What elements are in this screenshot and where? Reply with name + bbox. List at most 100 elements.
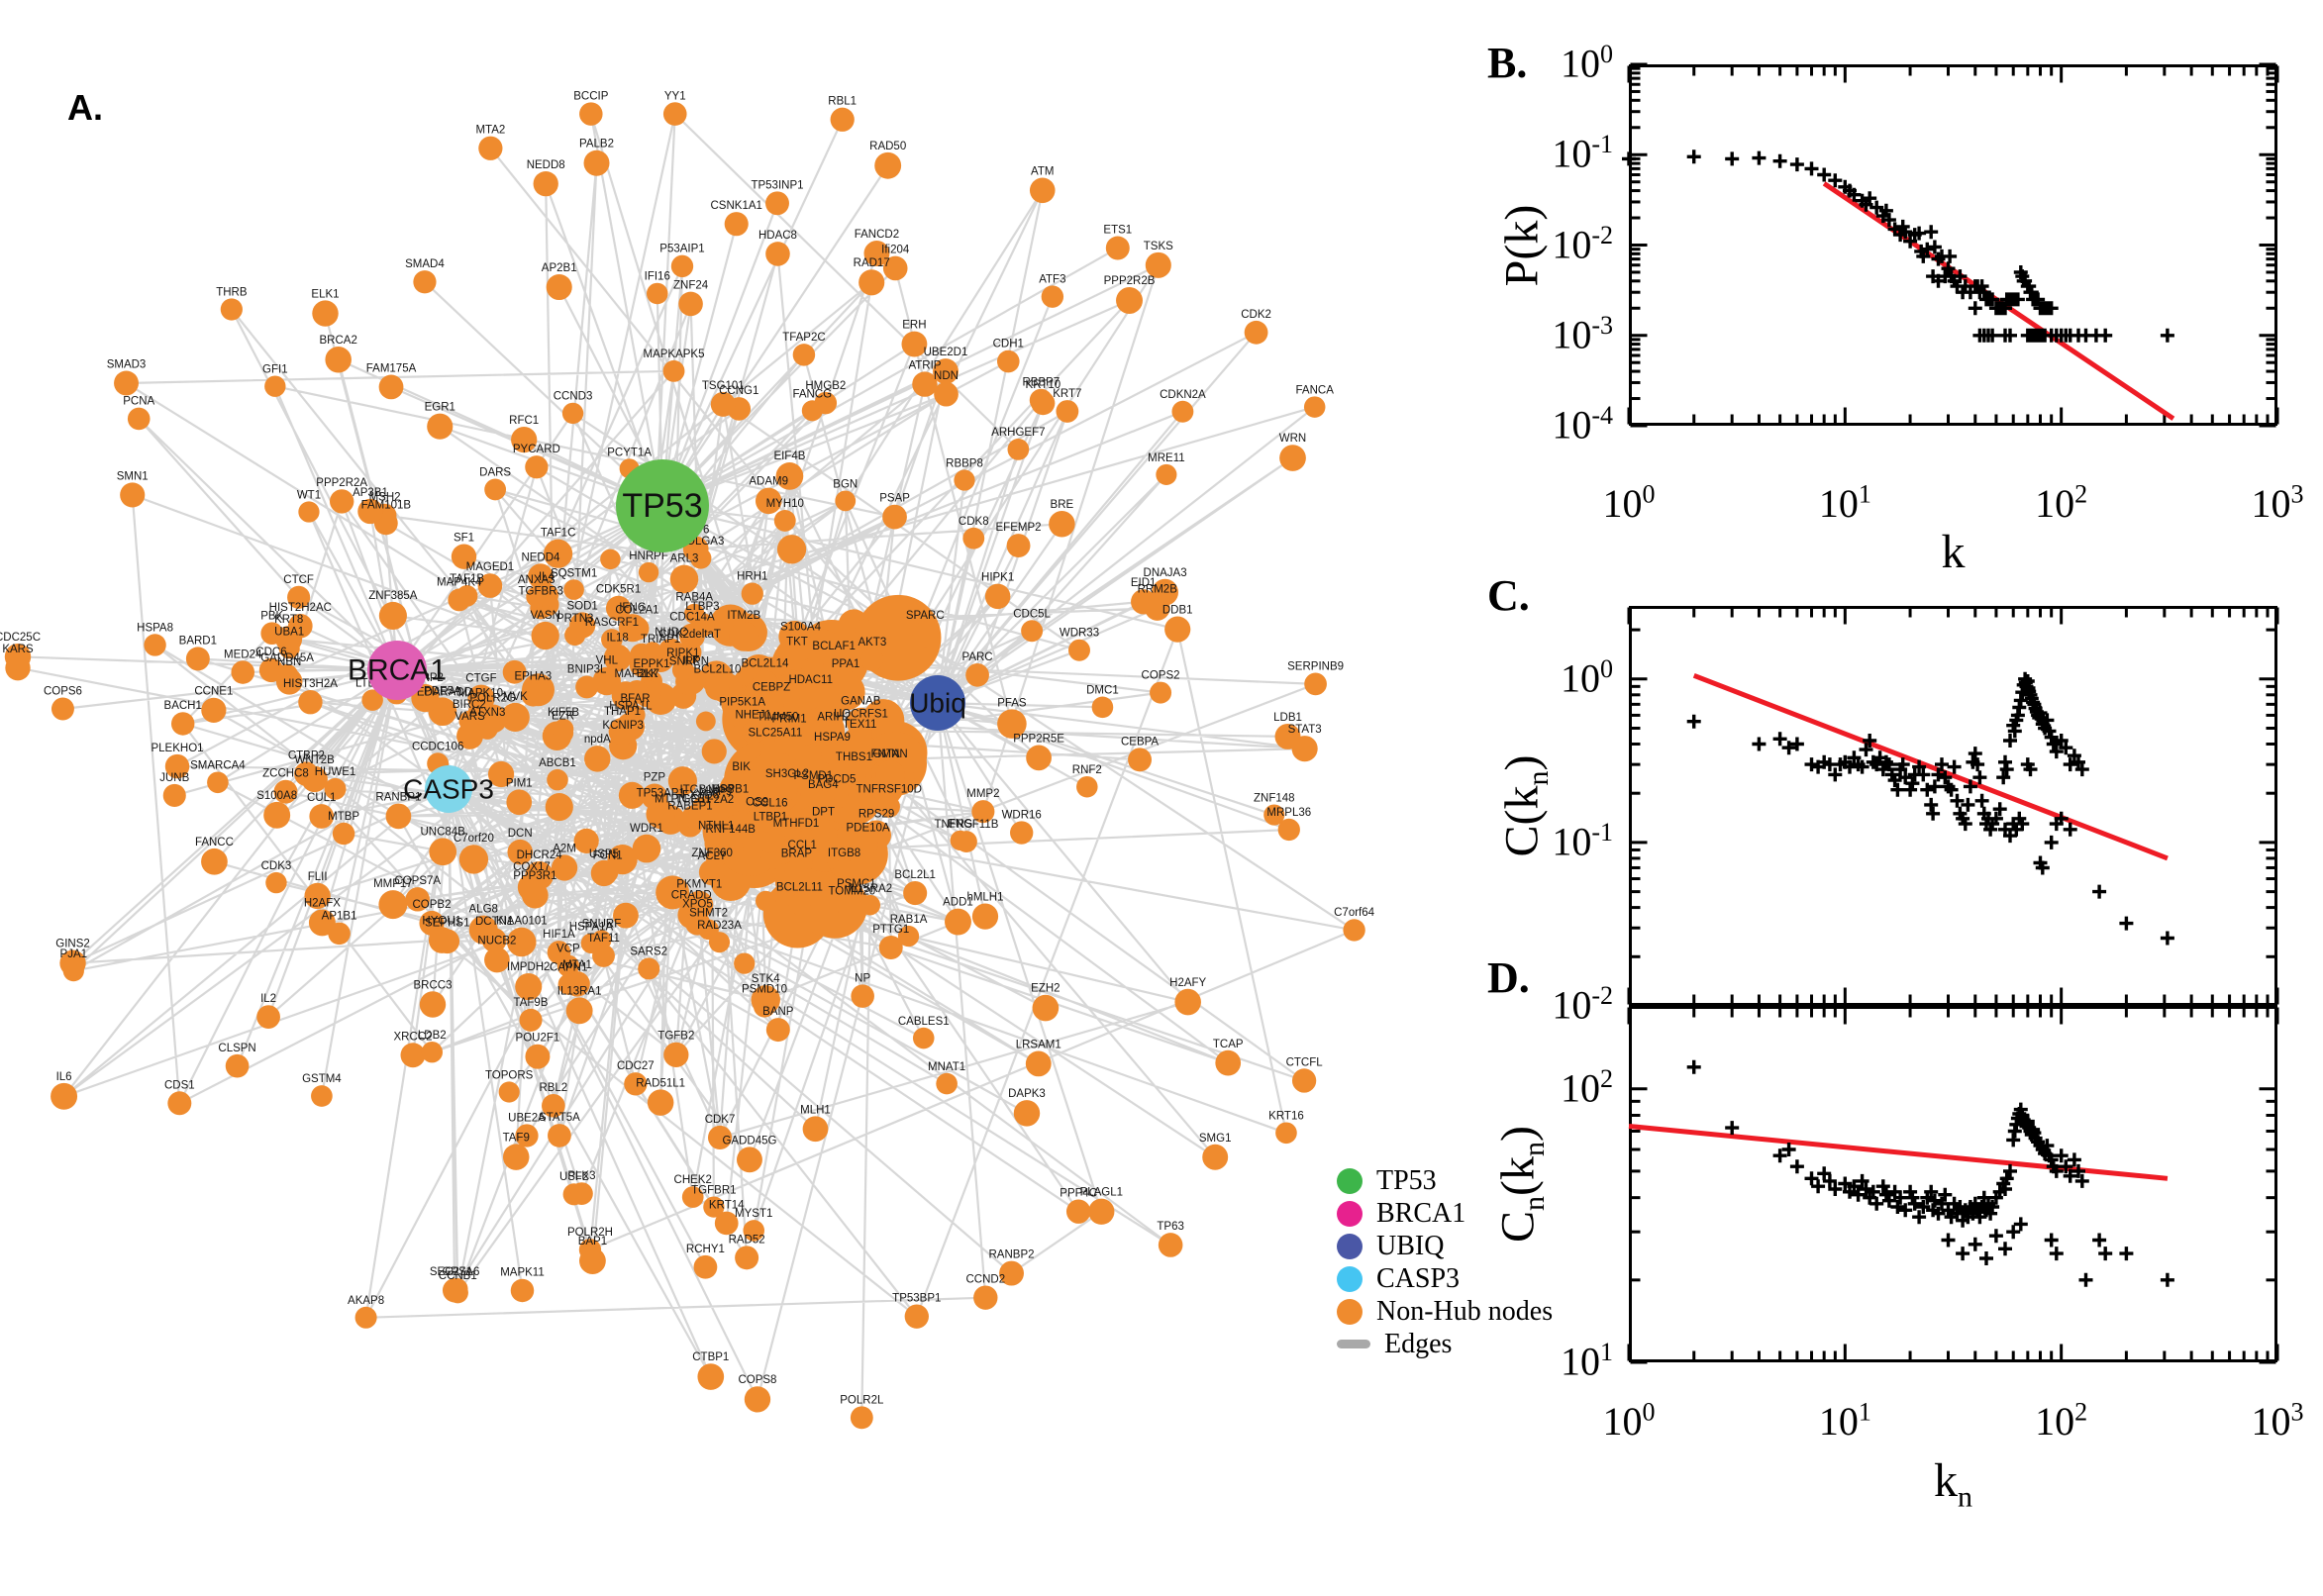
network-node [811, 818, 836, 842]
network-node [332, 822, 355, 846]
gene-label: LDB1 [1273, 712, 1302, 724]
gene-label: BCL2L1 [894, 869, 936, 881]
gene-label: NBN [277, 656, 301, 668]
gene-label: AP2B1 [542, 262, 577, 274]
network-node [962, 527, 985, 549]
network-node [287, 585, 311, 609]
plot-b-canvas [1622, 62, 2279, 428]
gene-label: BAP1 [578, 1236, 607, 1247]
gene-label: TAF9 [503, 1132, 530, 1144]
gene-label: MAP2K7 [615, 668, 659, 680]
gene-label: SOD1 [566, 600, 597, 612]
gene-label: CCL16 [753, 797, 788, 809]
network-node [1031, 391, 1056, 416]
panel-d-label: D. [1487, 953, 1530, 1002]
gene-label: ALG8 [469, 904, 498, 916]
network-node [971, 800, 995, 824]
gene-label: EZR [552, 711, 574, 723]
network-node [468, 915, 498, 945]
network-node [755, 487, 782, 515]
plot-border [1629, 64, 2277, 426]
gene-label: WRN [1279, 433, 1306, 445]
gene-label: PRTN3 [556, 613, 594, 625]
network-node [552, 722, 574, 744]
gene-label: RIPK1 [666, 648, 699, 659]
hub-node-tp53 [616, 459, 709, 552]
network-node [690, 548, 712, 569]
gene-label: SMARCA4 [190, 759, 246, 771]
network-node [775, 462, 804, 490]
network-node [258, 657, 284, 683]
gene-label: KRT10 [1026, 379, 1061, 391]
legend-item-ubiq: UBIQ [1337, 1230, 1553, 1262]
network-node [729, 621, 759, 651]
network-node [378, 890, 408, 920]
network-node [657, 638, 684, 665]
network-node [741, 582, 763, 605]
network-node [663, 1042, 689, 1068]
gene-label: ACLY [698, 850, 728, 862]
network-node [833, 669, 859, 696]
gene-label: XPO5 [682, 898, 713, 910]
hub-label-tp53: TP53 [622, 487, 702, 525]
gene-label: RNF2 [1072, 764, 1102, 776]
network-node [506, 789, 533, 816]
network-node [309, 804, 335, 829]
gene-label: C7orf64 [1334, 907, 1375, 919]
gene-label: TGFB2 [657, 1031, 694, 1043]
gene-label: GANAB [841, 696, 881, 708]
network-node [1056, 400, 1079, 423]
gene-label: MYST1 [735, 1208, 772, 1220]
gene-label: ITGB1BP3 [679, 784, 734, 796]
gene-label: ITGB8 [828, 848, 860, 859]
y-tick-label: 10-4 [1552, 401, 1613, 448]
gene-label: PSMD1 [793, 770, 833, 782]
gene-label: EPHA3 [514, 671, 552, 683]
network-node [114, 370, 139, 396]
network-node [201, 697, 227, 723]
hub-label-ubiq: Ubiq [909, 688, 966, 719]
gene-label: RAD50 [869, 141, 906, 152]
network-node [451, 544, 477, 569]
network-node [563, 579, 584, 600]
gene-label: TGFBR1 [691, 1184, 736, 1196]
gene-label: HNRPF [629, 550, 668, 562]
gene-label: HIST3H2A [283, 678, 338, 690]
gene-label: TCAP [1213, 1039, 1244, 1050]
gene-label: ARIH2 [817, 712, 851, 724]
gene-label: IL18 [606, 633, 628, 645]
network-node [1291, 1068, 1317, 1093]
gene-label: MAPK11 [500, 1267, 545, 1279]
gene-label: FANCA [1296, 384, 1335, 396]
gene-label: MNAT1 [928, 1061, 965, 1073]
network-node [515, 1124, 539, 1147]
legend-label: UBIQ [1376, 1230, 1445, 1261]
gene-label: MLH1 [800, 1104, 831, 1116]
gene-label: DMC1 [1086, 685, 1119, 697]
gene-label: EDARADD [417, 687, 472, 699]
gene-label: BCL2L10 [693, 664, 741, 676]
gene-label: WDR33 [1060, 628, 1099, 640]
gene-label: CDK8 [959, 516, 989, 528]
gene-label: CCND2 [965, 1273, 1005, 1285]
network-node [605, 595, 632, 621]
network-node [548, 1124, 571, 1147]
gene-label: RAD23A [697, 920, 742, 932]
gene-label: BIK [732, 761, 751, 773]
gene-label: CCNE1 [194, 686, 233, 698]
gene-label: S100A4 [780, 621, 822, 633]
gene-label: A2M [553, 843, 576, 854]
gene-label: FLII [308, 871, 328, 883]
y-tick-label: 10-3 [1552, 310, 1613, 357]
network-node [1076, 775, 1098, 798]
gene-label: BCLAF1 [812, 641, 855, 652]
gene-label: PALB2 [579, 139, 614, 150]
network-node [765, 191, 789, 216]
gene-label: CSNK1A1 [711, 200, 762, 212]
network-node [592, 666, 622, 696]
gene-label: ATM [1031, 165, 1054, 177]
gene-label: BRCA2 [320, 335, 357, 347]
gene-label: CDK5R1 [596, 584, 641, 596]
gene-label: RNF144B [705, 824, 756, 836]
gene-label: PARC [962, 651, 993, 663]
